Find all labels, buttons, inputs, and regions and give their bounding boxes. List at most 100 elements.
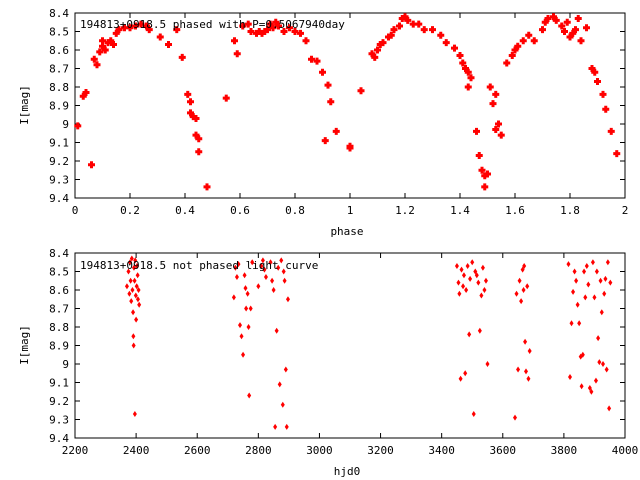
phased-data-point: [192, 131, 200, 139]
phased-data-point: [187, 98, 194, 106]
phased-data-point: [239, 22, 247, 30]
phased-data-point: [396, 22, 403, 30]
raw-data-point: [248, 305, 253, 312]
phased-data-point: [264, 26, 271, 34]
phased-data-point: [387, 31, 395, 39]
raw-data-point: [517, 277, 522, 284]
raw-data-point: [572, 268, 577, 275]
raw-data-point: [236, 261, 241, 268]
phased-data-point: [132, 22, 139, 30]
phased-data-point: [74, 122, 82, 130]
phased-y-tick-label: 8.9: [49, 100, 69, 113]
phased-data-point: [492, 90, 500, 98]
raw-data-point: [456, 279, 461, 286]
phased-data-point: [187, 109, 194, 117]
phased-data-point: [429, 26, 436, 34]
raw-data-point: [260, 257, 265, 264]
phased-y-tick-label: 8.4: [49, 7, 69, 20]
raw-data-point: [468, 275, 473, 282]
phased-data-points: [74, 13, 621, 191]
phased-x-axis-title: phase: [330, 225, 363, 238]
raw-data-point: [280, 401, 285, 408]
phased-y-tick-label: 8.6: [49, 44, 69, 57]
phased-data-point: [398, 15, 406, 23]
phased-data-point: [189, 113, 197, 121]
phased-data-point: [475, 151, 483, 159]
phased-data-point: [539, 26, 546, 34]
raw-x-tick-label: 2400: [123, 444, 150, 457]
phased-data-point: [451, 44, 458, 52]
raw-data-point: [131, 264, 136, 271]
raw-y-tick-label: 8.6: [49, 284, 69, 297]
raw-data-point: [276, 264, 281, 271]
phased-data-point: [222, 94, 230, 102]
raw-data-point: [131, 342, 136, 349]
phased-data-point: [473, 127, 480, 135]
raw-data-point: [584, 262, 589, 269]
phased-data-point: [401, 13, 409, 21]
phased-data-point: [110, 40, 117, 48]
raw-data-point: [129, 255, 134, 262]
phased-data-point: [497, 131, 505, 139]
phased-y-tick-label: 9.3: [49, 174, 69, 187]
raw-data-point: [281, 268, 286, 275]
raw-data-point: [244, 305, 249, 312]
phased-data-point: [572, 26, 579, 34]
phased-data-point: [112, 29, 120, 37]
raw-x-tick-label: 3800: [551, 444, 578, 457]
phased-data-point: [143, 22, 150, 30]
raw-y-tick-label: 8.9: [49, 340, 69, 353]
raw-data-point: [569, 320, 574, 327]
raw-data-point: [131, 333, 136, 340]
raw-chart-title: 194813+0918.5 not phased light curve: [80, 259, 318, 272]
phased-data-point: [82, 89, 90, 97]
raw-data-point: [136, 287, 141, 293]
raw-data-point: [603, 275, 608, 282]
phased-x-tick-label: 0.2: [120, 204, 140, 217]
raw-data-point: [239, 333, 244, 340]
phased-data-point: [302, 37, 310, 45]
phased-data-point: [99, 37, 106, 45]
phased-x-tick-label: 1.8: [560, 204, 580, 217]
raw-data-point: [454, 262, 459, 269]
phased-data-point: [327, 98, 335, 106]
phased-x-tick-label: 1.2: [395, 204, 415, 217]
phased-x-tick-label: 0.4: [175, 204, 195, 217]
phased-y-tick-label: 9.2: [49, 155, 69, 168]
raw-data-point: [580, 351, 585, 358]
raw-data-point: [273, 423, 278, 430]
raw-data-point: [464, 287, 469, 293]
phased-data-point: [385, 33, 392, 41]
raw-y-tick-label: 9.1: [49, 377, 69, 390]
raw-y-tick-label: 8.8: [49, 321, 69, 334]
phased-data-point: [280, 28, 288, 35]
phased-data-point: [244, 20, 252, 28]
raw-y-ticks: 8.4 8.5 8.6 8.7 8.8 8.9 9 9.1 9.2 9.3 9.4: [49, 247, 625, 445]
raw-y-tick-label: 9.3: [49, 414, 69, 427]
raw-x-tick-label: 3600: [490, 444, 517, 457]
phased-light-curve-panel: 0 0.2 0.4 0.6 0.8 1 1.2 1.4 1.6 1.8 2 8.4 8.5 8.6 8.7…: [18, 7, 628, 238]
raw-data-point: [471, 410, 476, 417]
raw-data-point: [604, 366, 609, 373]
raw-data-point: [241, 351, 246, 358]
raw-data-point: [521, 287, 526, 293]
raw-data-point: [285, 296, 290, 303]
raw-data-point: [467, 331, 472, 338]
raw-data-point: [133, 292, 138, 299]
phased-y-axis-title: I[mag]: [18, 85, 31, 125]
phased-data-point: [519, 37, 527, 45]
raw-y-tick-label: 9.2: [49, 395, 69, 408]
raw-data-point: [274, 327, 279, 334]
phased-data-point: [550, 13, 557, 21]
phased-y-tick-label: 8.8: [49, 81, 69, 94]
raw-data-point: [592, 294, 597, 301]
phased-data-point: [99, 42, 106, 50]
raw-data-point: [586, 281, 591, 288]
raw-data-point: [579, 383, 584, 390]
raw-data-point: [465, 262, 470, 269]
raw-x-tick-label: 3000: [306, 444, 333, 457]
phased-data-point: [286, 24, 293, 32]
raw-data-point: [470, 259, 475, 266]
phased-data-point: [492, 126, 500, 134]
raw-data-point: [459, 266, 464, 273]
